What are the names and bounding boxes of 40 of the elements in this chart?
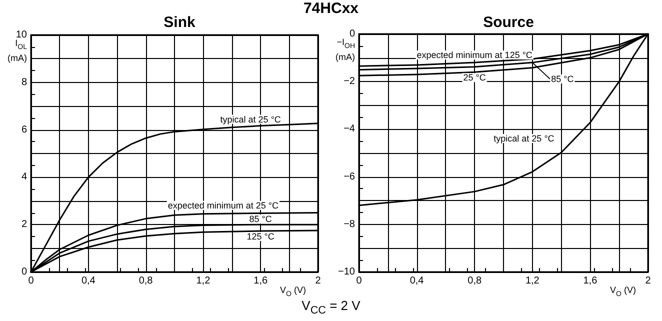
series-label: typical at 25 °C xyxy=(494,134,555,144)
x-tick-label: 1,2 xyxy=(196,276,211,286)
y-tick-label: −6 xyxy=(344,171,356,182)
chart-title: Sink xyxy=(164,14,196,31)
series-label: 125 °C xyxy=(246,232,275,242)
x-tick-label: 2 xyxy=(315,276,322,286)
y-tick-label: −4 xyxy=(344,124,356,135)
series-label: 25 °C xyxy=(463,72,486,83)
series-label: expected minimum at 125 °C xyxy=(416,50,533,60)
x-axis-title: V$_{O}$ (V) xyxy=(280,285,306,300)
x-tick-label: 0 xyxy=(356,276,362,286)
x-axis-title: V$_{O}$ (V) xyxy=(610,285,636,300)
y-tick-label: −8 xyxy=(344,218,356,230)
y-tick-label: 10 xyxy=(16,30,28,40)
x-tick-label: 0,4 xyxy=(410,276,424,286)
y-tick-label: 6 xyxy=(21,124,28,136)
y-tick-label: 0 xyxy=(21,266,28,278)
x-tick-label: 0 xyxy=(28,276,34,286)
x-tick-label: 0,8 xyxy=(468,276,482,286)
text: V$_{CC}$ = 2 V xyxy=(300,298,362,317)
y-tick-label: −10 xyxy=(338,266,356,278)
chart-title: Source xyxy=(483,14,534,31)
series-label: 85 °C xyxy=(249,214,272,224)
x-tick-label: 1,2 xyxy=(525,276,540,286)
y-axis-title: −I$_{OH}$ (mA) xyxy=(336,37,355,62)
series-label: expected minimum at 25 °C xyxy=(168,200,280,210)
series-label: 85 °C xyxy=(551,74,574,84)
y-axis-title: I$_{OL}$ (mA) xyxy=(8,38,27,64)
y-tick-label: 4 xyxy=(21,172,28,183)
y-tick-label: 2 xyxy=(21,219,28,230)
text: 74HCxx xyxy=(303,0,359,17)
x-tick-label: 0,4 xyxy=(81,276,96,286)
y-tick-label: −2 xyxy=(344,76,356,88)
x-tick-label: 1,6 xyxy=(254,276,268,286)
x-tick-label: 1,6 xyxy=(583,276,598,286)
series-label: typical at 25 °C xyxy=(220,114,282,124)
x-tick-label: 0,8 xyxy=(138,276,154,286)
x-tick-label: 2 xyxy=(645,276,652,286)
y-tick-label: 8 xyxy=(21,76,28,88)
y-tick-label: 0 xyxy=(349,28,356,40)
